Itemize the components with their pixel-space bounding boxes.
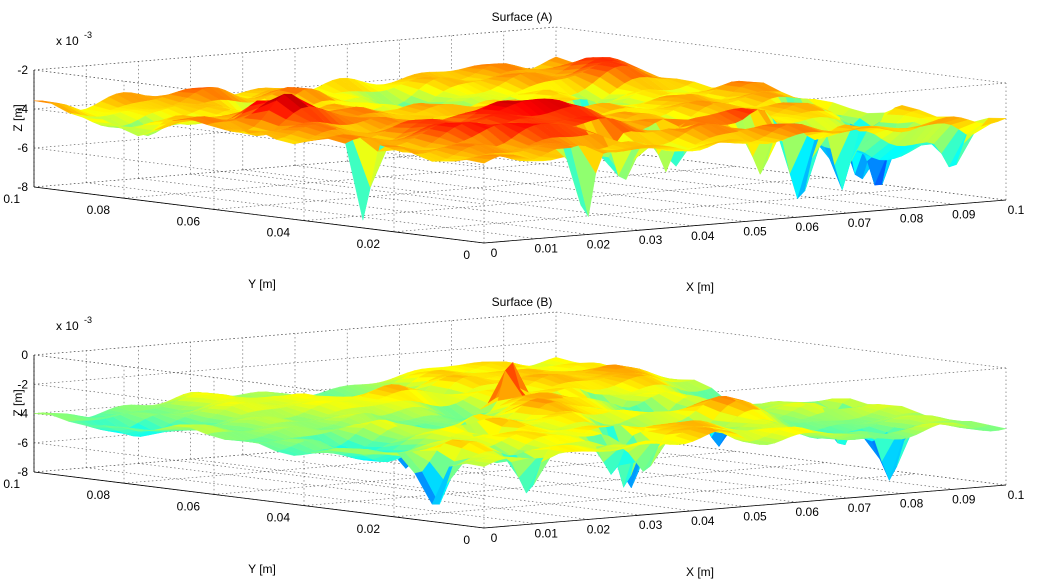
gridline [303, 462, 827, 506]
x-tick-label: 0.09 [952, 207, 976, 221]
x-tick-label: 0.1 [1008, 488, 1025, 502]
z-exponent-label: x 10 [56, 319, 79, 333]
x-tick-label: 0.1 [1008, 203, 1025, 217]
x-tick-label: 0.02 [587, 237, 611, 251]
y-tick-label: 0.04 [267, 226, 291, 240]
y-tick-label: 0.1 [3, 192, 20, 206]
gridline [393, 473, 917, 518]
surface-mesh [33, 357, 1007, 505]
z-axis-label: Z [m] [11, 104, 25, 131]
x-tick-label: 0.06 [796, 220, 820, 234]
y-axis-line [33, 471, 485, 529]
x-axis-label: X [m] [686, 280, 714, 294]
x-tick-label: 0.04 [691, 514, 715, 528]
x-tick-label: 0.08 [900, 212, 924, 226]
x-axis-line [483, 484, 1007, 529]
gridline [33, 340, 557, 385]
z-tick-label: -2 [17, 377, 28, 391]
x-tick-label: 0 [491, 246, 498, 260]
y-tick-label: 0 [463, 248, 470, 262]
y-tick-label: 0.08 [87, 488, 111, 502]
z-tick-label: -8 [17, 180, 28, 194]
y-tick-label: 0 [463, 533, 470, 547]
x-tick-label: 0.07 [848, 216, 872, 230]
y-tick-label: 0.04 [267, 511, 291, 525]
chart-title: Surface (B) [492, 295, 553, 309]
x-tick-label: 0.01 [535, 242, 559, 256]
x-tick-label: 0.06 [796, 505, 820, 519]
gridline [86, 182, 537, 239]
box-edge [33, 311, 557, 356]
tick-labels: 0 0.01 0.02 0.03 0.04 0.05 0.06 0.07 0.08 0.09 0.1… [3, 348, 1024, 547]
x-tick-label: 0.03 [639, 518, 663, 532]
surface-patch [981, 424, 1007, 431]
gridline [393, 188, 917, 233]
y-axis-label: Y [m] [248, 277, 276, 291]
z-tick-label: -4 [17, 407, 28, 421]
x-tick-label: 0.04 [691, 229, 715, 243]
surface-mesh [33, 56, 1007, 221]
y-axis-label: Y [m] [248, 562, 276, 576]
y-tick-label: 0.06 [177, 214, 201, 228]
gridline [123, 154, 647, 199]
gridline [303, 177, 827, 221]
x-tick-label: 0.05 [743, 225, 767, 239]
gridline [190, 173, 641, 231]
z-tick-label: 0 [21, 348, 28, 362]
chart-title: Surface (A) [492, 10, 553, 24]
y-tick-label: 0.1 [3, 477, 20, 491]
x-tick-label: 0 [491, 531, 498, 545]
z-axis-label: Z [m] [11, 389, 25, 416]
x-tick-label: 0.08 [900, 497, 924, 511]
z-exponent-power: -3 [84, 315, 92, 325]
surface-panel-b: 0 0.01 0.02 0.03 0.04 0.05 0.06 0.07 0.08 0.09 0.1… [3, 295, 1024, 579]
y-tick-label: 0.06 [177, 499, 201, 513]
box-edge [33, 26, 557, 71]
x-tick-label: 0.09 [952, 492, 976, 506]
surface-panel-a: 0 0.01 0.02 0.03 0.04 0.05 0.06 0.07 0.08 0.09 0.1… [3, 10, 1024, 294]
z-tick-label: -6 [17, 436, 28, 450]
surface-patch [980, 117, 1007, 127]
y-tick-label: 0.02 [357, 522, 381, 536]
y-tick-label: 0.08 [87, 203, 111, 217]
x-axis-line [483, 199, 1007, 244]
z-tick-label: -2 [17, 63, 28, 77]
z-tick-label: -6 [17, 141, 28, 155]
z-tick-label: -8 [17, 465, 28, 479]
box-edge [555, 311, 1007, 369]
x-tick-label: 0.07 [848, 501, 872, 515]
x-axis-label: X [m] [686, 565, 714, 579]
y-tick-label: 0.02 [357, 237, 381, 251]
z-tick-label: -4 [17, 102, 28, 116]
x-tick-label: 0.01 [535, 527, 559, 541]
gridline [86, 467, 537, 524]
x-tick-label: 0.03 [639, 233, 663, 247]
tick-labels: 0 0.01 0.02 0.03 0.04 0.05 0.06 0.07 0.08 0.09 0.1… [3, 63, 1024, 262]
x-tick-label: 0.05 [743, 510, 767, 524]
y-axis-line [33, 186, 485, 244]
x-tick-label: 0.02 [587, 522, 611, 536]
z-exponent-power: -3 [84, 30, 92, 40]
z-exponent-label: x 10 [56, 34, 79, 48]
gridline [213, 166, 737, 210]
